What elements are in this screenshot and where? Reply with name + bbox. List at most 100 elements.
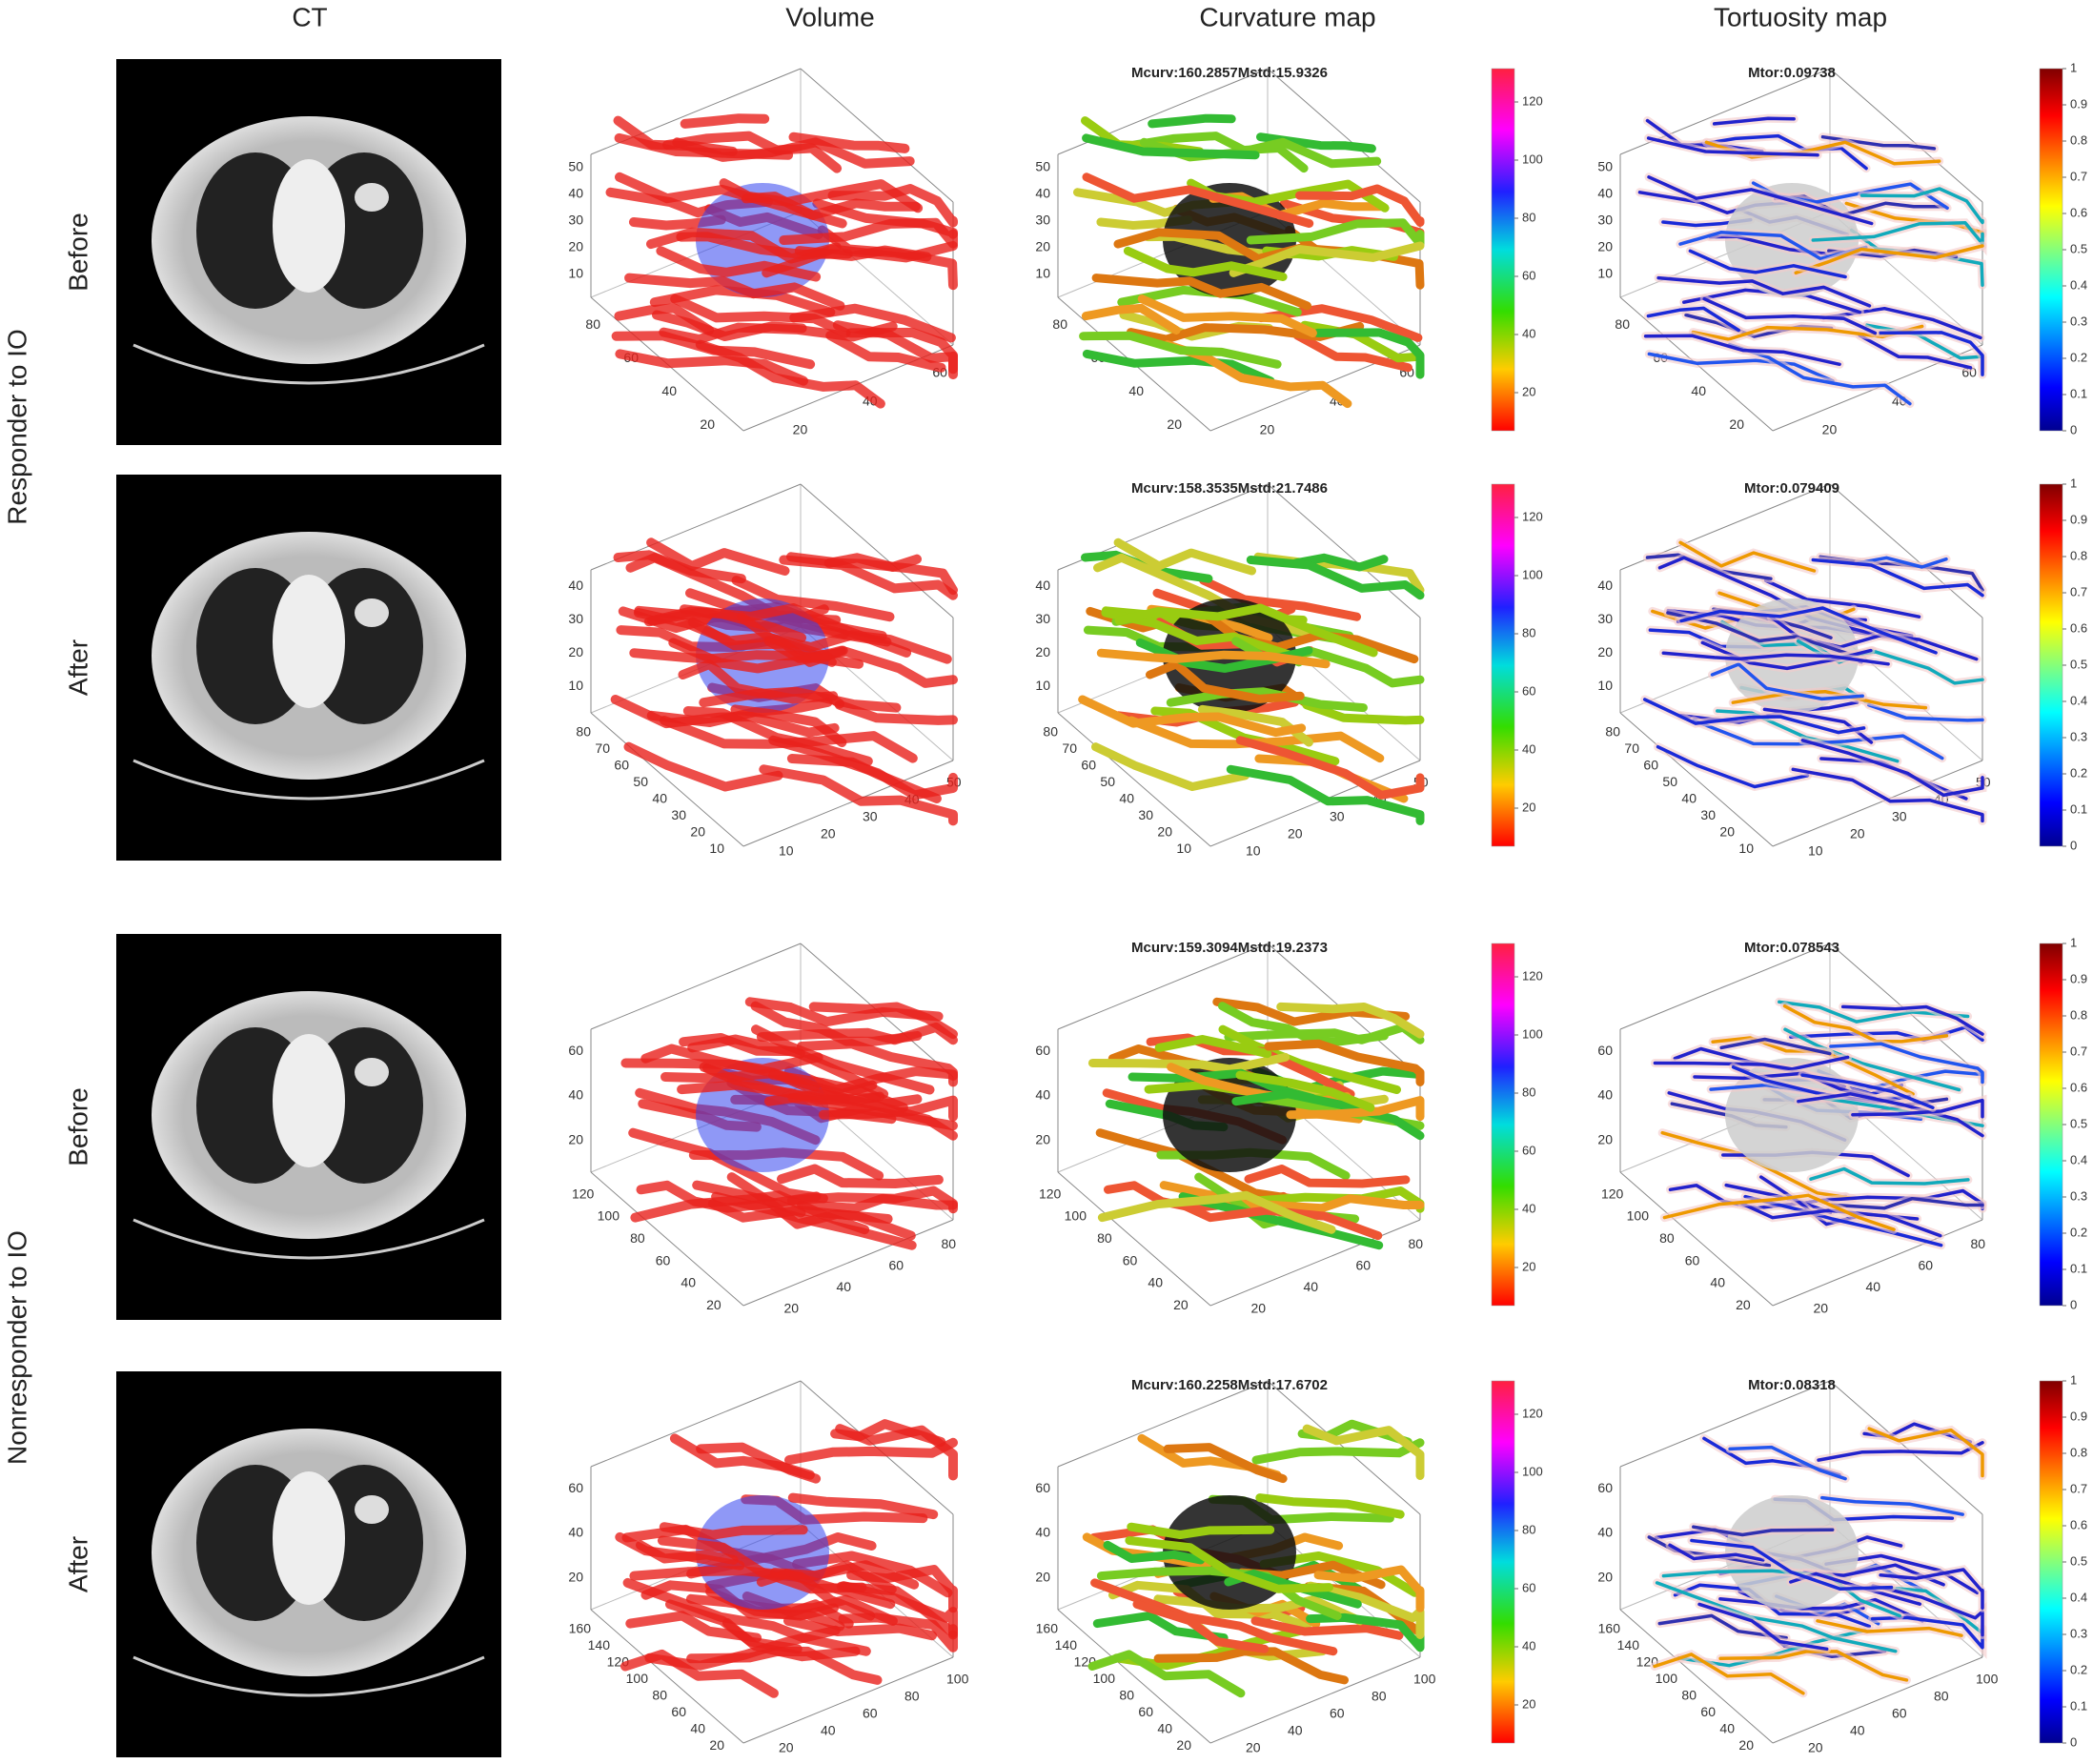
colorbar [1491, 483, 1515, 847]
y-tick-label: 60 [656, 1252, 671, 1267]
x-tick-label: 80 [942, 1236, 957, 1251]
vessel [711, 1191, 917, 1250]
y-tick-label: 20 [1176, 1737, 1191, 1753]
centerline [1718, 1597, 1924, 1623]
colorbar-tick-label: 120 [1522, 1406, 1543, 1420]
colorbar-tick-label: 0 [2070, 1734, 2077, 1749]
centerline [1867, 1427, 1984, 1478]
vessel [1244, 1165, 1411, 1188]
y-tick-label: 80 [1615, 316, 1630, 332]
ct-mediastinum [273, 159, 345, 293]
vessel [665, 1599, 803, 1654]
y-tick-label: 40 [1119, 790, 1134, 805]
axis-edge [1619, 1171, 1774, 1307]
y-tick-label: 80 [585, 316, 600, 332]
centerline [1800, 739, 1984, 798]
column-header: Tortuosity map [1714, 2, 1887, 31]
colorbar-tick-label: 60 [1522, 268, 1535, 282]
y-tick-label: 20 [1157, 823, 1172, 839]
tortuosity-title: Mtor:0.09738 [1748, 65, 1836, 81]
centerline [1878, 331, 1984, 376]
x-tick-label: 100 [1413, 1672, 1436, 1687]
y-tick-label: 20 [1729, 416, 1744, 432]
vessel [687, 1034, 805, 1059]
y-tick-label: 40 [661, 383, 677, 398]
centerline [1647, 1535, 1772, 1568]
vessel [1163, 1443, 1288, 1484]
axis-edge [800, 483, 954, 618]
z-tick-label: 40 [1035, 578, 1050, 593]
colorbar-tick-label: 1 [2070, 935, 2077, 949]
axis-edge [1619, 1380, 1831, 1468]
axis-edge [1057, 1609, 1211, 1744]
axis-edge [742, 1656, 954, 1744]
colorbar-tick-label: 0.2 [2070, 1225, 2087, 1239]
centerline [1800, 1073, 1935, 1109]
y-tick-label: 100 [1093, 1671, 1116, 1686]
z-tick-label: 60 [1597, 1043, 1613, 1058]
y-tick-label: 80 [652, 1687, 667, 1702]
y-tick-label: 120 [1601, 1186, 1624, 1201]
z-tick-label: 20 [568, 1569, 583, 1584]
y-tick-label: 120 [1039, 1186, 1062, 1201]
colorbar-tick-label: 40 [1522, 326, 1535, 340]
vessel [670, 294, 851, 338]
vessel [1103, 1540, 1206, 1565]
y-tick-label: 10 [1176, 841, 1191, 856]
y-tick-label: 20 [1736, 1297, 1751, 1312]
vessel [1082, 172, 1314, 228]
y-tick-label: 20 [1738, 1737, 1754, 1753]
x-tick-label: 80 [904, 1689, 920, 1704]
vessel [1286, 1096, 1425, 1122]
colorbar-tick-label: 0.5 [2070, 241, 2087, 255]
axis-edge [1057, 1171, 1211, 1307]
z-tick-label: 20 [1035, 1569, 1050, 1584]
y-tick-label: 10 [709, 841, 724, 856]
ct-table [132, 1655, 485, 1697]
z-tick-label: 30 [1035, 213, 1050, 228]
x-tick-label: 80 [1934, 1689, 1949, 1704]
centerline [1867, 702, 1984, 722]
colorbar-tick-label: 100 [1522, 1464, 1543, 1478]
centerline [1702, 296, 1878, 335]
vessel [1096, 648, 1331, 669]
curvature-title: Mcurv:158.3535Mstd:21.7486 [1131, 480, 1328, 497]
centerline [1743, 1194, 1943, 1247]
axis-edge [1772, 1219, 1983, 1307]
centerline [1695, 133, 1868, 171]
centerline [1794, 244, 1984, 275]
colorbar-tick-label: 0.7 [2070, 584, 2087, 598]
y-tick-label: 80 [1043, 723, 1058, 739]
colorbar [2039, 1380, 2063, 1744]
colorbar-tick-label: 1 [2070, 1372, 2077, 1387]
vessel [1313, 328, 1425, 379]
colorbar-tick-label: 0.6 [2070, 620, 2087, 635]
vessel [762, 241, 958, 278]
z-tick-label: 10 [1035, 678, 1050, 693]
ct-mediastinum [273, 1471, 345, 1605]
colorbar-tick-label: 60 [1522, 1143, 1535, 1157]
colorbar-tick-label: 0.9 [2070, 1409, 2087, 1423]
colorbar [1491, 943, 1515, 1307]
vessel [647, 603, 912, 658]
y-tick-label: 80 [1097, 1230, 1112, 1246]
z-tick-label: 60 [568, 1043, 583, 1058]
centerline [1763, 578, 1921, 618]
centerline [1817, 1441, 1984, 1462]
tortuosity-title: Mtor:0.08318 [1748, 1377, 1836, 1393]
axis-edge [590, 1171, 744, 1307]
centerline [1646, 306, 1740, 333]
z-tick-label: 10 [1597, 678, 1613, 693]
z-tick-label: 60 [568, 1480, 583, 1495]
column-header: CT [292, 2, 327, 31]
vessel [1175, 1199, 1383, 1241]
curvature-title: Mcurv:160.2258Mstd:17.6702 [1131, 1377, 1328, 1393]
ct-lesion [355, 598, 389, 627]
centerline [1692, 1525, 1835, 1537]
vessel [707, 1199, 916, 1241]
axis-edge [1057, 943, 1269, 1030]
vessel [623, 741, 783, 792]
z-tick-label: 50 [1035, 159, 1050, 174]
colorbar-tick-label: 0.3 [2070, 1626, 2087, 1640]
vessel [625, 1611, 762, 1643]
